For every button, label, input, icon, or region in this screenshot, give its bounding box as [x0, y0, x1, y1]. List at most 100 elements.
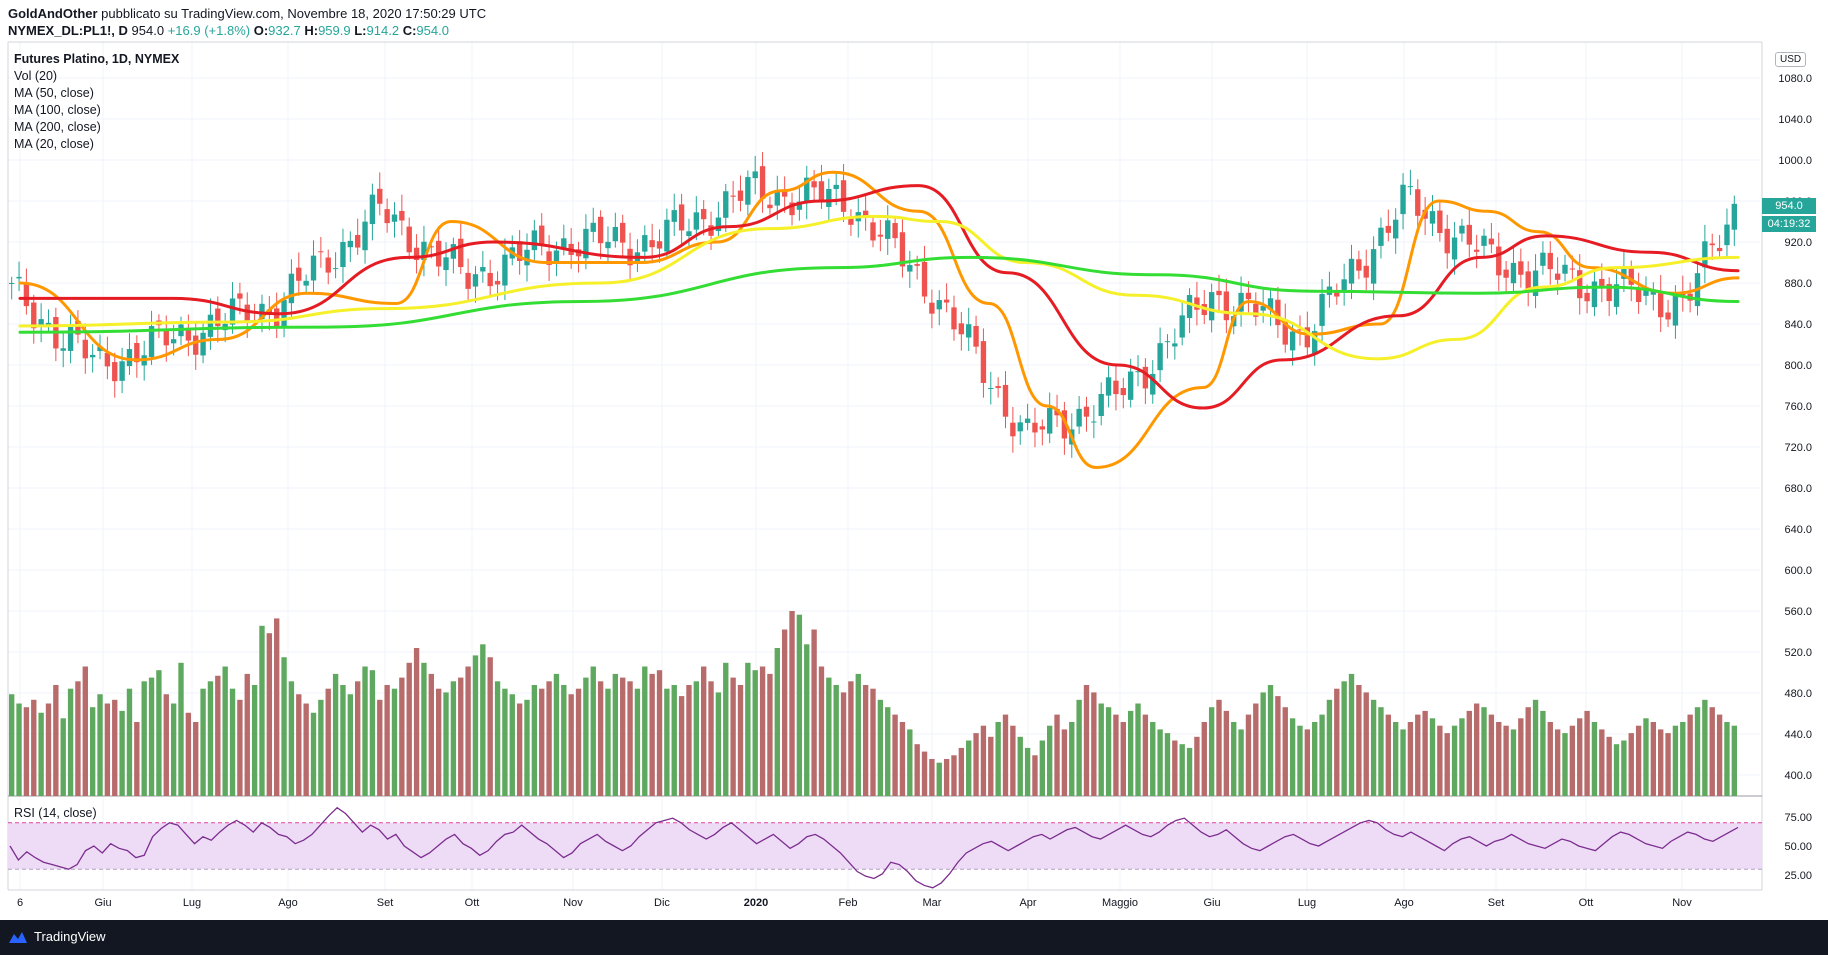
candle-body [907, 265, 913, 272]
candle-body [1584, 292, 1590, 302]
volume-bar [1120, 722, 1126, 796]
candle-body [1010, 422, 1016, 437]
volume-bar [1525, 707, 1531, 796]
price-chart[interactable]: 1080.01040.01000.0960.0920.0880.0840.080… [0, 0, 1828, 920]
volume-bar [1179, 744, 1185, 796]
volume-bar [1039, 740, 1045, 796]
volume-bar [892, 714, 898, 796]
volume-bar [840, 692, 847, 796]
volume-layer [9, 611, 1737, 796]
candle-body [369, 194, 376, 225]
legend-ma50[interactable]: MA (50, close) [14, 86, 94, 100]
candle-body [1135, 371, 1141, 373]
volume-bar [1216, 699, 1222, 796]
candle-body [1120, 388, 1126, 396]
volume-bar [1275, 696, 1281, 796]
candle-body [75, 320, 81, 335]
candle-body [185, 330, 192, 341]
candle-body [215, 308, 221, 327]
candle-body [848, 217, 854, 225]
volume-bar [1716, 714, 1723, 796]
legend-ma200[interactable]: MA (200, close) [14, 120, 101, 134]
time-tick-label: 2020 [744, 897, 768, 909]
volume-bar [1024, 747, 1031, 796]
time-tick-label: Ott [1579, 897, 1594, 909]
candle-body [1150, 373, 1156, 395]
candle-body [1606, 284, 1612, 302]
candle-body [1731, 203, 1737, 230]
volume-bar [170, 703, 177, 796]
candle-body [296, 267, 302, 281]
volume-bar [288, 681, 295, 796]
candle-body [1341, 279, 1347, 291]
volume-bar [745, 662, 751, 796]
legend-volume[interactable]: Vol (20) [14, 69, 58, 83]
candle-body [67, 326, 74, 351]
volume-bar [156, 670, 162, 796]
ma50-line[interactable] [18, 184, 1740, 410]
ma100-line[interactable] [18, 214, 1740, 361]
volume-bar [723, 662, 729, 796]
author-name[interactable]: GoldAndOther [8, 6, 98, 21]
open-value: 932.7 [268, 23, 301, 38]
volume-bar [914, 744, 920, 796]
volume-bar [642, 666, 648, 796]
candle-body [148, 326, 155, 357]
candle-body [377, 188, 383, 204]
legend-ma20[interactable]: MA (20, close) [14, 137, 94, 151]
candle-body [82, 339, 88, 359]
volume-bar [988, 736, 994, 796]
currency-badge[interactable]: USD [1775, 52, 1807, 67]
candle-body [1238, 292, 1244, 312]
candle-body [671, 210, 677, 222]
volume-bar [1569, 725, 1576, 796]
volume-bar [355, 681, 361, 796]
time-tick-label: Feb [839, 897, 858, 909]
candle-body [870, 222, 876, 241]
tradingview-brand[interactable]: TradingView [34, 929, 106, 944]
candle-body [384, 209, 390, 224]
price-tick-label: 760.0 [1784, 401, 1812, 413]
ma20-line[interactable] [18, 170, 1740, 470]
volume-bar [811, 629, 817, 796]
candle-body [480, 267, 486, 272]
candle-body [1208, 292, 1215, 321]
volume-bar [1451, 725, 1458, 796]
candle-body [516, 241, 523, 261]
volume-bar [980, 725, 987, 796]
volume-bar [649, 673, 655, 796]
volume-bar [428, 673, 434, 796]
candle-body [642, 235, 648, 252]
candle-body [620, 222, 626, 243]
candle-body [796, 201, 803, 210]
volume-bar [524, 699, 530, 796]
candle-body [1488, 238, 1495, 245]
candle-body [995, 386, 1001, 388]
open-label: O: [253, 23, 269, 38]
volume-bar [818, 666, 825, 796]
price-tick-label: 800.0 [1784, 360, 1812, 372]
ma200-line[interactable] [18, 255, 1740, 334]
candle-body [1709, 243, 1715, 246]
volume-bar [1282, 707, 1288, 796]
volume-bar [259, 625, 265, 796]
candle-body [1599, 278, 1605, 287]
volume-bar [465, 666, 471, 796]
volume-bar [509, 694, 515, 796]
volume-bar [1584, 710, 1590, 796]
rsi-line[interactable] [9, 806, 1739, 889]
rsi-legend[interactable]: RSI (14, close) [14, 806, 97, 820]
volume-bar [134, 722, 140, 796]
volume-bar [1687, 714, 1693, 796]
volume-bar [1127, 710, 1134, 796]
volume-bar [1554, 729, 1561, 796]
candle-body [1518, 261, 1524, 275]
volume-bar [759, 666, 766, 796]
volume-bar [701, 666, 707, 796]
volume-bar [266, 633, 273, 796]
legend-ma100[interactable]: MA (100, close) [14, 103, 101, 117]
time-tick-label: Lug [183, 897, 201, 909]
volume-bar [1348, 673, 1355, 796]
candle-body [1716, 247, 1723, 252]
candle-body [200, 332, 206, 356]
